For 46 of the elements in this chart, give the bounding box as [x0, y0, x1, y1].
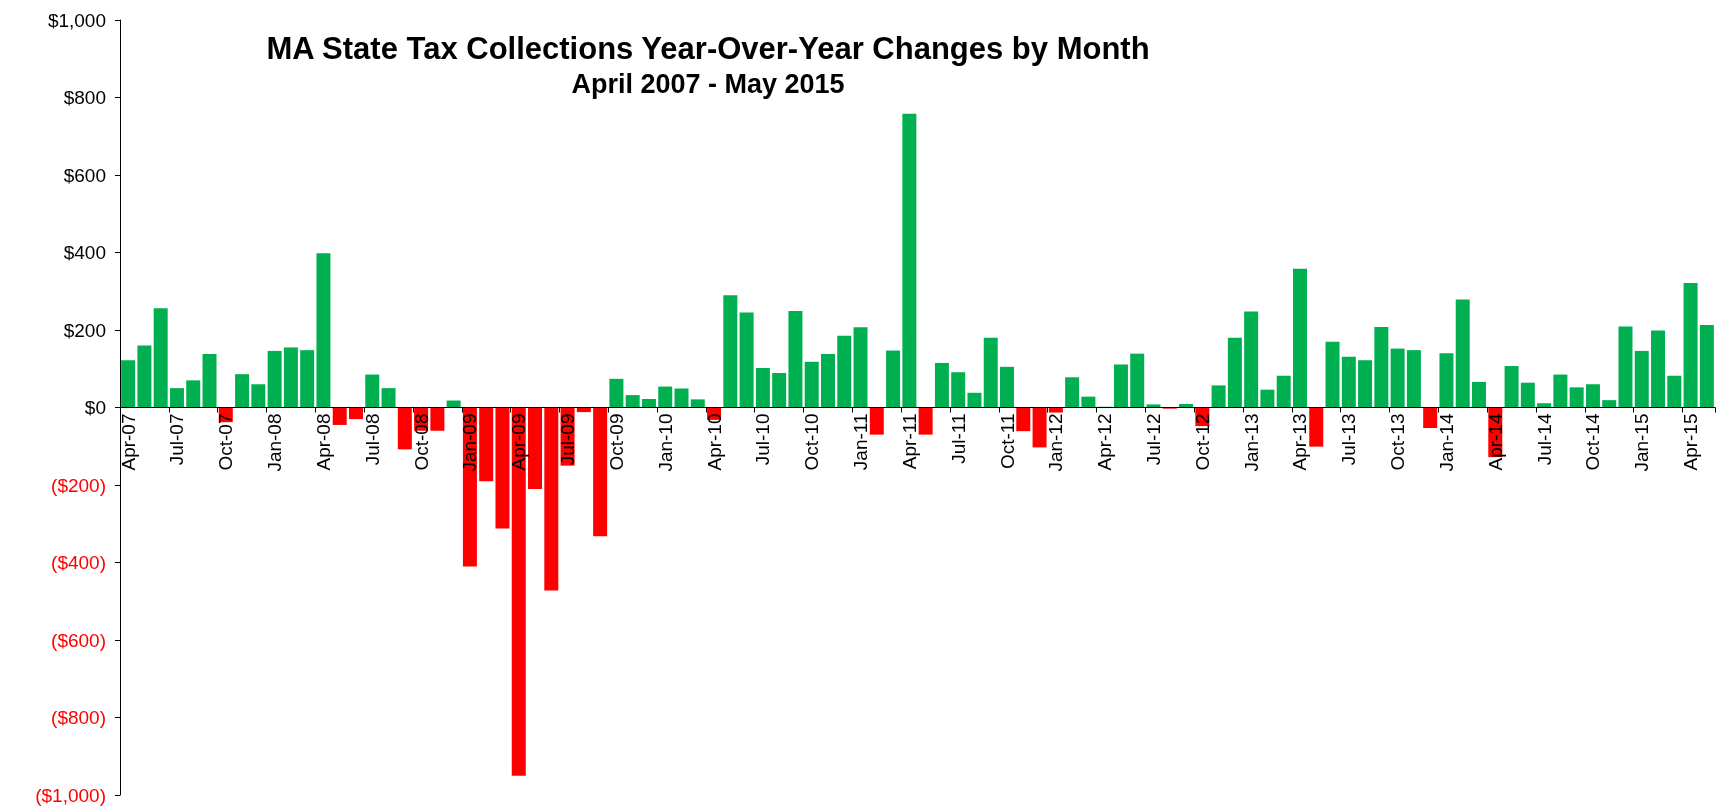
x-tick-label: Jan-12	[1045, 413, 1067, 472]
x-tick-label: Apr-09	[508, 413, 530, 471]
x-tick-label: Jan-14	[1435, 413, 1457, 472]
x-tick-label: Oct-09	[605, 413, 627, 471]
x-tick-label: Jul-09	[557, 413, 579, 466]
chart-title: MA State Tax Collections Year-Over-Year Changes by Month	[266, 31, 1150, 66]
x-tick-label: Jul-14	[1533, 413, 1555, 466]
x-tick-label: Jul-08	[361, 413, 383, 466]
x-tick-label: Jul-10	[752, 413, 774, 466]
y-tick-label: ($1,000)	[35, 784, 106, 806]
x-tick-label: Oct-13	[1387, 413, 1409, 471]
y-tick-label: ($800)	[51, 707, 106, 728]
x-tick-label: Oct-07	[215, 413, 237, 471]
x-tick-label: Oct-14	[1582, 413, 1604, 471]
x-tick-label: Apr-11	[898, 413, 920, 470]
x-tick-label: Jul-11	[947, 413, 969, 464]
x-tick-label: Jan-10	[654, 413, 676, 472]
x-tick-label: Oct-12	[1191, 413, 1213, 471]
x-tick-label: Jul-07	[166, 413, 188, 466]
x-tick-label: Apr-13	[1289, 413, 1311, 471]
x-tick-label: Jan-11	[850, 413, 872, 471]
y-tick-label: ($600)	[51, 629, 106, 651]
y-tick-label: $800	[63, 87, 106, 108]
x-tick-label: Jan-09	[459, 413, 481, 472]
y-tick-label: $1,000	[47, 9, 106, 31]
y-tick-label: $600	[63, 164, 106, 186]
y-tick-label: ($400)	[51, 552, 106, 573]
x-tick-label: Apr-07	[117, 413, 139, 471]
x-tick-label: Jul-13	[1338, 413, 1360, 466]
x-tick-label: Apr-15	[1680, 413, 1702, 471]
x-tick-label: Apr-10	[703, 413, 725, 471]
x-tick-label: Jan-13	[1240, 413, 1262, 472]
x-tick-label: Oct-11	[996, 413, 1018, 470]
x-tick-label: Jan-08	[264, 413, 286, 472]
x-tick-label: Jan-15	[1631, 413, 1653, 472]
x-tick-label: Apr-12	[1094, 413, 1116, 471]
x-tick-label: Apr-14	[1484, 413, 1506, 471]
x-tick-label: Apr-08	[312, 413, 334, 471]
y-tick-label: $200	[63, 319, 106, 341]
y-tick-label: ($200)	[51, 474, 106, 496]
x-tick-label: Jul-12	[1142, 413, 1164, 466]
x-tick-label: Oct-08	[410, 413, 432, 471]
x-tick-label: Oct-10	[801, 413, 823, 471]
y-tick-label: $400	[63, 242, 106, 263]
text: April 2007 - May 2015	[571, 68, 845, 99]
y-tick-label: $0	[84, 397, 106, 418]
